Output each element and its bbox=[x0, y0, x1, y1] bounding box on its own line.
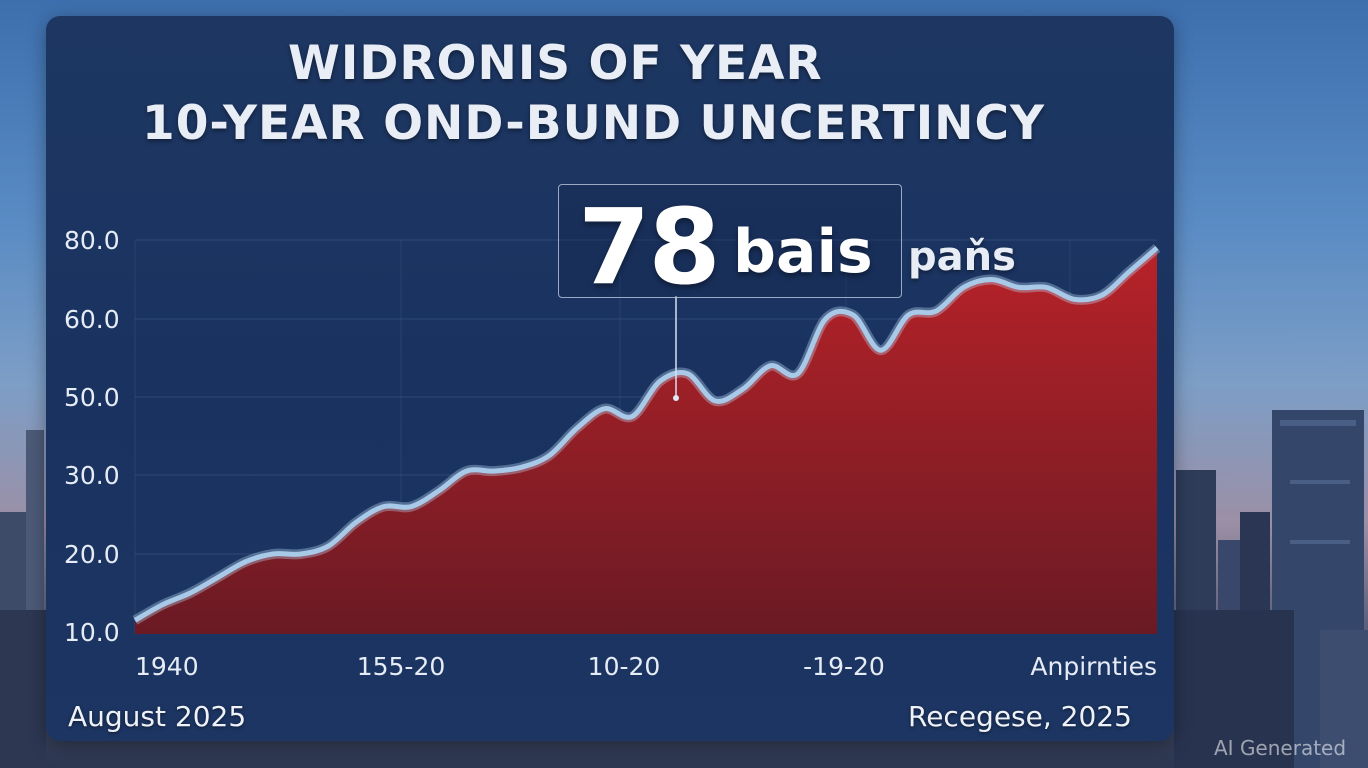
x-tick-label: 155-20 bbox=[357, 652, 446, 681]
callout-point-marker bbox=[673, 395, 679, 401]
x-tick-label: -19-20 bbox=[803, 652, 885, 681]
y-tick-label: 80.0 bbox=[64, 226, 120, 255]
footer-date-left: August 2025 bbox=[68, 700, 247, 733]
callout-extra-label: paňs bbox=[908, 234, 1016, 280]
series-line bbox=[133, 246, 1159, 623]
chart-title-line-2: 10-YEAR OND-BUND UNCERTINCY bbox=[142, 96, 1046, 151]
x-tick-label: 10-20 bbox=[588, 652, 661, 681]
y-tick-label: 30.0 bbox=[64, 461, 120, 490]
x-tick-label: Anpirnties bbox=[1030, 652, 1157, 681]
ai-generated-watermark: AI Generated bbox=[1214, 736, 1347, 760]
callout-box bbox=[558, 184, 902, 298]
callout-unit: bais bbox=[733, 217, 873, 287]
y-tick-label: 10.0 bbox=[64, 618, 120, 647]
y-tick-label: 60.0 bbox=[64, 305, 120, 334]
callout-value: 78 bbox=[578, 186, 721, 308]
y-tick-label: 50.0 bbox=[64, 383, 120, 412]
x-tick-label: 1940 bbox=[135, 652, 199, 681]
y-axis-labels: 80.0 60.0 50.0 30.0 20.0 10.0 bbox=[64, 226, 120, 647]
area-fill bbox=[135, 247, 1157, 634]
x-axis-labels: 1940 155-20 10-20 -19-20 Anpirnties bbox=[135, 652, 1157, 681]
chart-title-line-1: WIDRONIS OF YEAR bbox=[288, 36, 823, 91]
footer-date-right: Recegese, 2025 bbox=[908, 700, 1132, 733]
y-tick-label: 20.0 bbox=[64, 540, 120, 569]
